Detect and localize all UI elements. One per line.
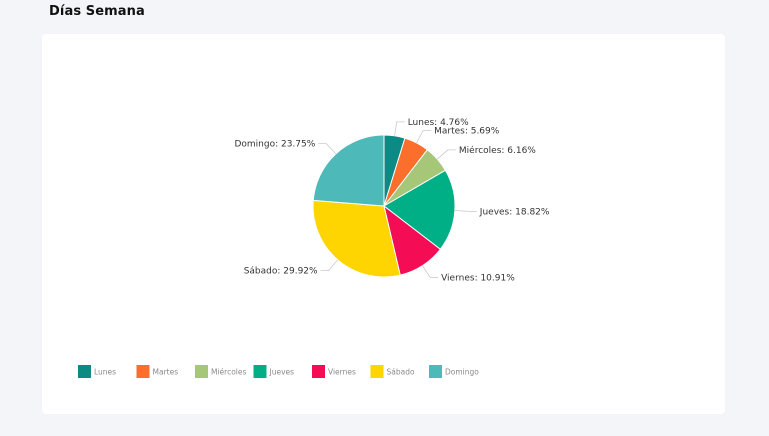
legend-swatch-lunes xyxy=(78,365,91,378)
legend-item-martes[interactable]: Martes xyxy=(136,365,179,378)
legend-label-martes: Martes xyxy=(153,368,179,377)
leader-line-domingo xyxy=(318,143,337,155)
chart-legend: Lunes Martes Miércoles Jueves Viernes Sábado D… xyxy=(78,365,479,378)
legend-label-viernes: Viernes xyxy=(328,368,356,377)
pie-slice-jueves[interactable] xyxy=(383,169,456,250)
legend-swatch-domingo xyxy=(429,365,442,378)
legend-item-lunes[interactable]: Lunes xyxy=(78,365,116,378)
label-leader-lines xyxy=(318,121,477,278)
legend-swatch-viernes xyxy=(312,365,325,378)
legend-swatch-miercoles xyxy=(195,365,208,378)
legend-swatch-martes xyxy=(136,365,150,378)
legend-label-miercoles: Miércoles xyxy=(211,368,246,377)
pie-slice-sabado[interactable] xyxy=(312,199,401,278)
legend-item-viernes[interactable]: Viernes xyxy=(312,365,356,378)
legend-item-sabado[interactable]: Sábado xyxy=(370,365,415,378)
slice-labels: Lunes: 4.76%Martes: 5.69% Miércoles: 6.16… xyxy=(234,118,550,283)
slice-label-viernes: Viernes: 10.91% xyxy=(441,273,515,283)
legend-label-lunes: Lunes xyxy=(94,368,116,377)
leader-line-lunes xyxy=(394,121,405,136)
pie-slice-domingo[interactable] xyxy=(312,134,385,207)
legend-label-domingo: Domingo xyxy=(445,368,479,377)
legend-item-miercoles[interactable]: Miércoles xyxy=(195,365,246,378)
legend-label-jueves: Jueves xyxy=(269,368,295,377)
page-title: Días Semana xyxy=(49,4,145,19)
slice-label-domingo: Domingo: 23.75% xyxy=(234,140,315,150)
slice-label-jueves: Jueves: 18.82% xyxy=(479,207,550,217)
legend-item-domingo[interactable]: Domingo xyxy=(429,365,479,378)
legend-swatch-jueves xyxy=(253,365,267,378)
slice-label-sabado: Sábado: 29.92% xyxy=(244,267,318,277)
leader-line-jueves xyxy=(454,210,477,212)
leader-line-martes xyxy=(416,130,432,144)
leader-line-miercoles xyxy=(437,149,456,160)
legend-label-sabado: Sábado xyxy=(387,368,415,377)
legend-swatch-sabado xyxy=(370,365,384,378)
slice-label-martes: Martes: 5.69% xyxy=(434,127,500,137)
chart-card: Lunes: 4.76% Martes: 5.69% Miércoles: 6.16… xyxy=(42,34,725,414)
pie-chart: Lunes: 4.76%Martes: 5.69% Miércoles: 6.16… xyxy=(78,118,550,378)
legend-item-jueves[interactable]: Jueves xyxy=(253,365,295,378)
leader-line-viernes xyxy=(422,265,439,278)
leader-line-sabado xyxy=(320,259,339,271)
slice-label-lunes: Lunes: 4.76% xyxy=(408,118,469,128)
pie-slices xyxy=(312,134,456,278)
slice-label-miercoles: Miércoles: 6.16% xyxy=(459,145,536,156)
